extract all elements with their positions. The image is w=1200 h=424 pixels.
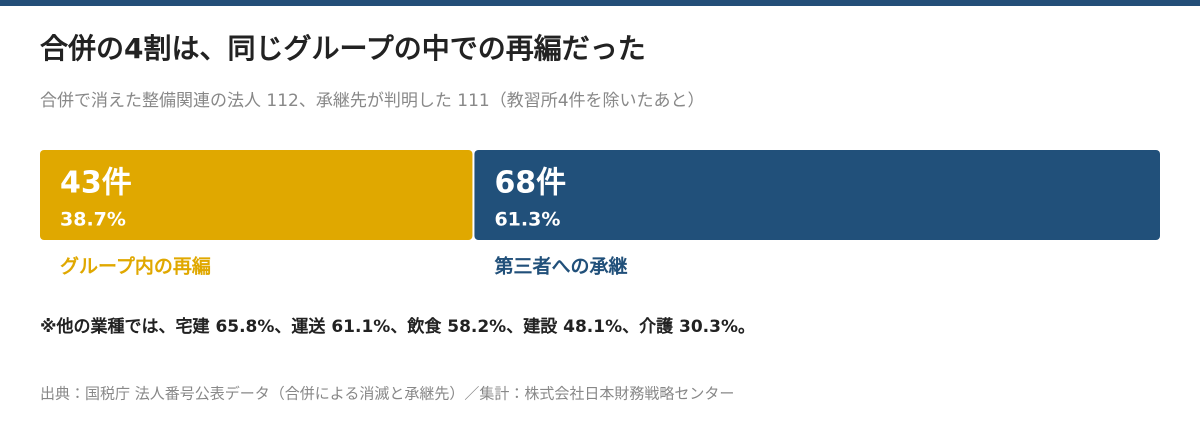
source: 出典：国税庁 法人番号公表データ（合併による消滅と承継先）／集計：株式会社日本財… — [40, 385, 734, 403]
count-label: 43件 — [60, 166, 132, 201]
bar-segment — [474, 150, 1160, 240]
legend-label: グループ内の再編 — [60, 255, 211, 278]
chart-subtitle: 合併で消えた整備関連の法人 112、承継先が判明した 111（教習所4件を除いた… — [40, 91, 705, 111]
top-accent — [0, 0, 1200, 6]
legend-label: 第三者への承継 — [494, 255, 627, 278]
share-label: 61.3% — [494, 209, 560, 231]
chart-title: 合併の4割は、同じグループの中での再編だった — [40, 32, 646, 65]
count-label: 68件 — [494, 166, 566, 201]
note: ※他の業種では、宅建 65.8%、運送 61.1%、飲食 58.2%、建設 48… — [40, 316, 755, 337]
bar-segment — [40, 150, 473, 240]
share-label: 38.7% — [60, 209, 126, 231]
